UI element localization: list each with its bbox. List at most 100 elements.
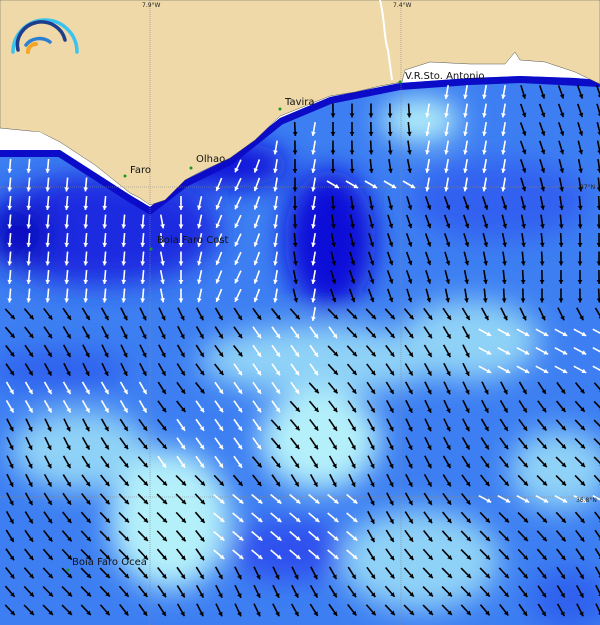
current-arrow [516,328,530,337]
current-arrow [368,195,374,211]
current-arrow [196,307,204,321]
current-arrow [213,530,225,542]
current-arrow [309,326,319,339]
current-arrow [574,400,586,413]
buoy-faro-cost[interactable]: Boia Faro Cost [157,235,229,246]
current-arrow [137,493,149,505]
current-arrow [99,567,111,579]
buoy-faro-ocea[interactable]: Boia Faro Ocea [72,557,147,568]
current-arrow [234,214,242,229]
current-arrow [234,233,242,247]
current-arrow [537,585,547,598]
current-arrow [386,270,394,284]
current-arrow [425,121,431,137]
current-arrow [197,214,203,229]
current-arrow [4,326,16,339]
current-arrow [460,585,472,598]
current-arrow [271,344,281,358]
current-arrow [385,363,395,376]
current-arrow [538,122,546,136]
current-arrow [118,530,130,542]
current-arrow [64,269,70,285]
current-arrow [234,584,242,599]
current-arrow [5,363,15,376]
current-arrow [498,511,510,524]
current-arrow [498,567,510,579]
current-arrow [576,603,584,617]
current-arrow [99,511,111,524]
current-arrow [328,603,338,617]
current-arrow [100,381,110,395]
current-arrow [157,455,167,469]
current-arrow [83,269,89,285]
current-arrow [424,418,432,432]
current-arrow [575,548,585,561]
current-arrow [290,344,300,358]
current-arrow [5,548,15,561]
current-arrow [63,436,71,451]
current-arrow [159,288,165,303]
current-arrow [7,214,13,229]
current-arrow [556,381,566,395]
current-arrow [119,381,129,395]
current-arrow [405,418,413,432]
current-arrow [539,195,545,211]
current-arrow [61,548,73,561]
current-arrow [178,214,184,229]
current-arrow [461,325,471,340]
current-arrow [291,584,299,599]
current-arrow [423,530,433,542]
current-arrow [501,121,507,137]
current-arrow [6,455,14,469]
current-arrow [349,103,355,118]
current-arrow [82,418,90,432]
current-arrow [24,344,34,358]
current-arrow [519,122,527,136]
current-arrow [328,437,338,450]
current-arrow [367,455,375,469]
current-arrow [501,288,507,303]
current-arrow [462,344,470,358]
place-labels: Faro Olhao Tavira V.R.Sto. Antonio Boia … [66,71,485,572]
current-arrow [213,549,225,560]
current-arrow [366,548,376,561]
current-arrow [121,232,127,248]
current-arrow [289,530,301,542]
current-arrow [425,270,432,284]
current-arrow [176,400,186,413]
current-arrow [577,214,583,229]
current-arrow [157,419,167,431]
current-arrow [23,308,35,320]
current-arrow [386,436,394,451]
current-arrow [289,400,301,413]
current-arrow [43,362,53,377]
current-arrow [138,418,148,432]
current-arrow [289,419,301,431]
current-arrow [501,232,507,248]
current-arrow [273,177,278,192]
current-arrow [99,604,111,616]
current-arrow [26,232,32,248]
current-arrow [327,363,339,376]
current-arrow [253,566,261,580]
current-arrow [517,548,529,561]
current-arrow [213,512,225,523]
current-arrow [460,530,472,542]
current-arrow [442,344,452,358]
current-arrow [443,436,451,451]
current-arrow [536,511,548,524]
current-arrow [44,455,52,469]
current-arrow [195,382,205,394]
current-arrow [386,492,394,506]
current-arrow [330,270,337,284]
current-arrow [24,511,34,524]
current-arrow [497,365,511,374]
current-arrow [7,251,13,266]
current-arrow [479,474,491,487]
current-arrow [368,214,375,229]
current-arrow [213,474,225,487]
current-arrow [251,512,263,523]
current-arrow [405,233,413,247]
current-arrow [347,585,357,598]
